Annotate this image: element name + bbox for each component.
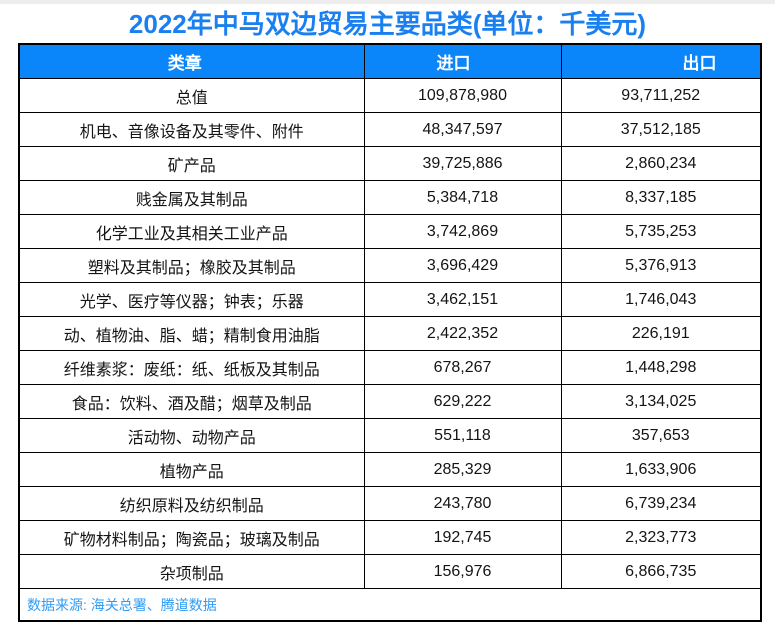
table-row: 植物产品 285,329 1,633,906 — [18, 452, 762, 487]
table-row: 食品：饮料、酒及醋；烟草及制品 629,222 3,134,025 — [18, 384, 762, 419]
top-strip — [0, 0, 775, 4]
category-cell: 活动物、动物产品 — [18, 418, 365, 453]
table-row: 纤维素浆：废纸：纸、纸板及其制品 678,267 1,448,298 — [18, 350, 762, 385]
table-row: 总值 109,878,980 93,711,252 — [18, 78, 762, 113]
export-cell: 6,739,234 — [560, 486, 762, 521]
import-cell: 3,696,429 — [363, 248, 562, 283]
export-cell: 1,448,298 — [560, 350, 762, 385]
table-row: 光学、医疗等仪器；钟表；乐器 3,462,151 1,746,043 — [18, 282, 762, 317]
trade-table: 类章 进口 出口 总值 109,878,980 93,711,252 机电、音像设备及… — [18, 43, 762, 622]
col-header-category: 类章 — [18, 43, 365, 79]
category-cell: 植物产品 — [18, 452, 365, 487]
import-cell: 551,118 — [363, 418, 562, 453]
import-cell: 3,462,151 — [363, 282, 562, 317]
table-row: 贱金属及其制品 5,384,718 8,337,185 — [18, 180, 762, 215]
category-cell: 纺织原料及纺织制品 — [18, 486, 365, 521]
import-cell: 192,745 — [363, 520, 562, 555]
import-cell: 243,780 — [363, 486, 562, 521]
table-row: 纺织原料及纺织制品 243,780 6,739,234 — [18, 486, 762, 521]
export-cell: 5,735,253 — [560, 214, 762, 249]
table-row: 动、植物油、脂、蜡；精制食用油脂 2,422,352 226,191 — [18, 316, 762, 351]
category-cell: 矿产品 — [18, 146, 365, 181]
export-cell: 2,323,773 — [560, 520, 762, 555]
import-cell: 3,742,869 — [363, 214, 562, 249]
table-row: 化学工业及其相关工业产品 3,742,869 5,735,253 — [18, 214, 762, 249]
import-cell: 285,329 — [363, 452, 562, 487]
export-cell: 37,512,185 — [560, 112, 762, 147]
table-header-row: 类章 进口 出口 — [18, 43, 762, 79]
category-cell: 杂项制品 — [18, 554, 365, 589]
table-footer-row: 数据来源: 海关总署、腾道数据 — [18, 588, 762, 622]
category-cell: 化学工业及其相关工业产品 — [18, 214, 365, 249]
category-cell: 纤维素浆：废纸：纸、纸板及其制品 — [18, 350, 365, 385]
export-cell: 6,866,735 — [560, 554, 762, 589]
import-cell: 629,222 — [363, 384, 562, 419]
import-cell: 2,422,352 — [363, 316, 562, 351]
export-cell: 226,191 — [560, 316, 762, 351]
table-row: 矿产品 39,725,886 2,860,234 — [18, 146, 762, 181]
page-title: 2022年中马双边贸易主要品类(单位：千美元) — [128, 9, 647, 39]
export-cell: 8,337,185 — [560, 180, 762, 215]
table-row: 杂项制品 156,976 6,866,735 — [18, 554, 762, 589]
category-cell: 光学、医疗等仪器；钟表；乐器 — [18, 282, 365, 317]
category-cell: 矿物材料制品；陶瓷品；玻璃及制品 — [18, 520, 365, 555]
export-cell: 1,746,043 — [560, 282, 762, 317]
category-cell: 食品：饮料、酒及醋；烟草及制品 — [18, 384, 365, 419]
category-cell: 动、植物油、脂、蜡；精制食用油脂 — [18, 316, 365, 351]
import-cell: 156,976 — [363, 554, 562, 589]
export-cell: 1,633,906 — [560, 452, 762, 487]
category-cell: 机电、音像设备及其零件、附件 — [18, 112, 365, 147]
import-cell: 678,267 — [363, 350, 562, 385]
table-body: 总值 109,878,980 93,711,252 机电、音像设备及其零件、附件 48,… — [18, 78, 762, 589]
import-cell: 48,347,597 — [363, 112, 562, 147]
table-row: 机电、音像设备及其零件、附件 48,347,597 37,512,185 — [18, 112, 762, 147]
col-header-import: 进口 — [363, 43, 562, 79]
export-cell: 2,860,234 — [560, 146, 762, 181]
col-header-export: 出口 — [560, 43, 762, 79]
data-source: 数据来源: 海关总署、腾道数据 — [18, 588, 762, 622]
import-cell: 109,878,980 — [363, 78, 562, 113]
table-row: 活动物、动物产品 551,118 357,653 — [18, 418, 762, 453]
export-cell: 3,134,025 — [560, 384, 762, 419]
table-row: 矿物材料制品；陶瓷品；玻璃及制品 192,745 2,323,773 — [18, 520, 762, 555]
import-cell: 39,725,886 — [363, 146, 562, 181]
export-cell: 93,711,252 — [560, 78, 762, 113]
import-cell: 5,384,718 — [363, 180, 562, 215]
category-cell: 塑料及其制品；橡胶及其制品 — [18, 248, 365, 283]
category-cell: 总值 — [18, 78, 365, 113]
table-row: 塑料及其制品；橡胶及其制品 3,696,429 5,376,913 — [18, 248, 762, 283]
category-cell: 贱金属及其制品 — [18, 180, 365, 215]
export-cell: 357,653 — [560, 418, 762, 453]
export-cell: 5,376,913 — [560, 248, 762, 283]
